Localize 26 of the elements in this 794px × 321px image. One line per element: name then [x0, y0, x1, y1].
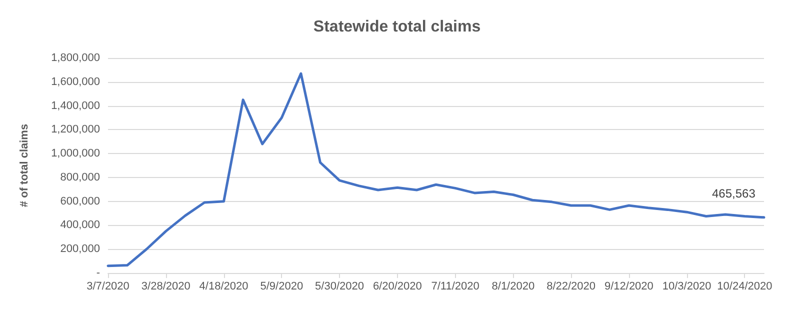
y-tick-label: 1,600,000: [51, 76, 100, 88]
y-tick-label: 400,000: [60, 219, 100, 232]
y-axis-title: # of total claims: [18, 124, 30, 208]
x-tick-label: 10/3/2020: [662, 280, 712, 292]
y-tick-label: 1,400,000: [51, 100, 100, 112]
x-tick-label: 5/30/2020: [315, 280, 364, 292]
x-tick-label: 4/18/2020: [199, 280, 248, 292]
x-tick-label: 8/22/2020: [546, 280, 596, 292]
y-tick-label: 200,000: [60, 243, 100, 256]
line-series: [106, 72, 766, 268]
y-tick-label: 800,000: [60, 171, 100, 184]
y-tick-label: 1,800,000: [51, 52, 100, 64]
y-tick-label: 1,200,000: [51, 124, 100, 136]
y-tick-label: -: [96, 267, 100, 279]
y-tick-label: 600,000: [60, 195, 100, 208]
y-tick-label: 1,000,000: [51, 148, 100, 160]
x-tick-label: 3/28/2020: [141, 280, 190, 292]
x-tick-label: 3/7/2020: [86, 280, 130, 292]
x-tick-label: 7/11/2020: [431, 280, 480, 292]
x-tick-label: 10/24/2020: [717, 280, 772, 292]
x-tick-label: 8/1/2020: [492, 280, 535, 292]
x-tick-label: 9/12/2020: [604, 280, 654, 292]
chart-title: Statewide total claims: [313, 18, 481, 36]
x-tick-label: 5/9/2020: [260, 280, 304, 292]
x-tick-label: 6/20/2020: [372, 280, 422, 292]
data-label: 465,563: [712, 186, 756, 200]
